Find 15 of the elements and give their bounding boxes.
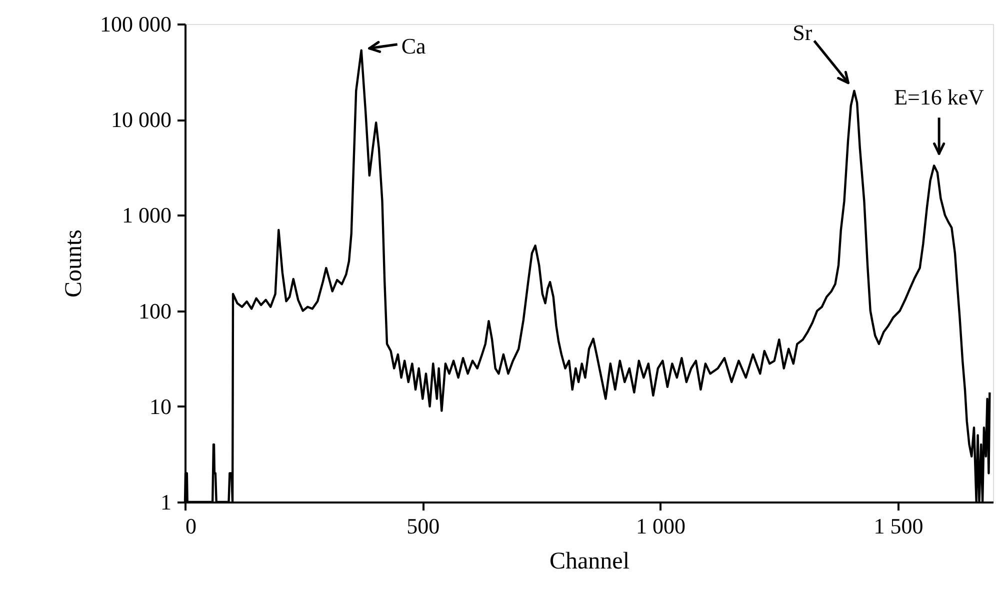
x-tick-label: 1 500 xyxy=(874,514,924,538)
y-tick-label: 1 000 xyxy=(122,202,172,228)
annotation: E=16 keV xyxy=(894,84,984,110)
y-tick-label: 10 000 xyxy=(111,107,172,132)
annotation: Ca xyxy=(401,33,426,58)
x-axis-title: Channel xyxy=(550,548,630,574)
y-tick-label: 10 xyxy=(150,394,172,419)
annotation: Sr xyxy=(792,20,813,45)
y-axis-title: Counts xyxy=(61,229,87,298)
y-tick-label: 1 xyxy=(160,490,172,514)
y-tick-label: 100 xyxy=(138,298,172,324)
x-tick-label: 0 xyxy=(186,514,196,538)
x-tick-label: 1 000 xyxy=(636,514,686,538)
y-tick-label: 100 000 xyxy=(100,12,172,36)
x-tick-label: 500 xyxy=(406,514,440,538)
